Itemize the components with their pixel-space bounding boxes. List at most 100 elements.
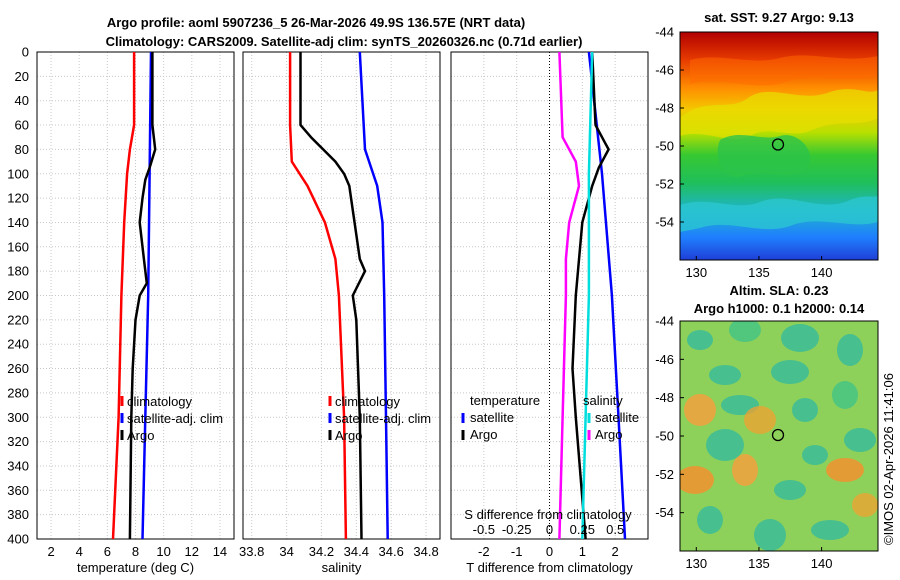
x-tick-label: 2 (47, 544, 54, 559)
map-y-tick-label: -50 (655, 429, 674, 444)
sst-map-green-tongue (717, 134, 811, 178)
map-y-tick-label: -48 (655, 101, 674, 116)
x-tick-label: 34.8 (413, 544, 438, 559)
series-line-salinity-satellite (581, 51, 594, 540)
legend-label: Argo (335, 428, 362, 443)
map-y-tick-label: -54 (655, 505, 674, 520)
legend-label: Argo (470, 427, 497, 442)
y-tick-label: 80 (15, 142, 29, 157)
x-tick-label: 33.8 (239, 544, 264, 559)
sla-map-title: Altim. SLA: 0.23 (730, 283, 829, 298)
x-tick-label: -1 (511, 544, 523, 559)
salinity-panel: 33.8 34 34.2 34.4 34.6 34.8 salinity climatolog… (239, 51, 441, 575)
y-tick-label: 180 (7, 264, 29, 279)
sla-eddy (832, 381, 858, 409)
sla-eddy (744, 406, 776, 434)
secondary-axis-label: S difference from climatology (464, 507, 632, 522)
x-axis-label: salinity (322, 560, 362, 575)
map-y-tick-label: -54 (655, 215, 674, 230)
series-line-climatology (111, 52, 136, 540)
y-tick-label: 40 (15, 93, 29, 108)
sla-eddy (729, 321, 761, 342)
y-tick-label: 100 (7, 166, 29, 181)
map-x-tick-label: 135 (748, 265, 770, 280)
sst-map-axes: -44 -46 -48 -50 -52 -54 130 135 140 (655, 25, 832, 281)
x-tick-label: 14 (213, 544, 227, 559)
sst-map-cyan-front (680, 196, 878, 232)
map-y-tick-label: -44 (655, 25, 674, 40)
y-tick-label: 140 (7, 215, 29, 230)
y-tick-label: 260 (7, 361, 29, 376)
x-tick-label: 0 (546, 544, 553, 559)
series-line-temperature-satellite (587, 51, 627, 540)
x-tick-label: 34.2 (309, 544, 334, 559)
y-tick-label: 360 (7, 483, 29, 498)
sla-eddy (732, 454, 758, 486)
secondary-tick-label: -0.5 (473, 522, 495, 537)
sla-eddy (754, 519, 786, 551)
x-tick-label: 1 (579, 544, 586, 559)
legend-heading-salinity: salinity (583, 393, 623, 408)
sla-eddy (709, 365, 741, 385)
legend-label: Argo (127, 428, 154, 443)
secondary-tick-label: 0.5 (606, 522, 624, 537)
x-tick-label: 12 (185, 544, 199, 559)
y-tick-label: 280 (7, 385, 29, 400)
x-tick-label: 4 (76, 544, 83, 559)
map-y-tick-label: -44 (655, 314, 674, 329)
sla-eddy (706, 429, 744, 461)
sla-eddy (697, 506, 723, 534)
sla-map-image (680, 321, 878, 551)
legend-label: satellite (470, 410, 514, 425)
map-y-tick-label: -50 (655, 139, 674, 154)
axes-frame (242, 51, 441, 540)
y-tick-label: 200 (7, 288, 29, 303)
y-tick-label: 60 (15, 118, 29, 133)
y-tick-label: 300 (7, 410, 29, 425)
legend-label: satellite-adj. clim (127, 411, 223, 426)
y-tick-label: 380 (7, 507, 29, 522)
series-line-argo (128, 52, 157, 540)
sst-argo-location-marker (771, 138, 785, 151)
series-line-climatology (288, 52, 348, 540)
x-tick-label: -2 (478, 544, 490, 559)
sla-eddy (852, 493, 878, 517)
legend-heading-temperature: temperature (470, 393, 540, 408)
y-tick-label: 120 (7, 191, 29, 206)
x-tick-label: 8 (132, 544, 139, 559)
map-x-tick-label: 140 (811, 556, 833, 571)
legend-label: satellite (595, 410, 639, 425)
sla-eddy (771, 360, 809, 384)
x-tick-label: 34.6 (379, 544, 404, 559)
secondary-tick-label: -0.25 (502, 522, 532, 537)
map-x-tick-label: 135 (748, 556, 770, 571)
legend-label: Argo (595, 427, 622, 442)
sst-map-title: sat. SST: 9.27 Argo: 9.13 (704, 10, 854, 25)
difference-panel: -2 -1 0 1 2T difference from climatology temp… (450, 51, 649, 575)
x-tick-label: 34.4 (344, 544, 369, 559)
y-tick-label: 0 (22, 45, 29, 60)
y-tick-label: 400 (7, 532, 29, 547)
x-tick-label: 2 (612, 544, 619, 559)
secondary-tick-label: 0.25 (570, 522, 595, 537)
sla-eddy (684, 394, 716, 426)
secondary-tick-label: 0 (546, 522, 553, 537)
x-tick-label: 34 (279, 544, 293, 559)
sst-map-yellow-front (680, 89, 878, 140)
axes-frame (36, 51, 235, 540)
series-line-temperature-argo (571, 51, 610, 540)
sla-eddy (687, 330, 713, 350)
legend-label: climatology (127, 394, 193, 409)
sla-eddy (781, 324, 819, 352)
y-tick-label: 160 (7, 239, 29, 254)
x-axis-label: temperature (deg C) (77, 560, 194, 575)
sla-eddy (844, 428, 876, 452)
legend-label: satellite-adj. clim (335, 411, 431, 426)
series-line-argo (299, 52, 367, 540)
temperature-panel: 0 20 40 60 80 100 120 140 160 180 200 220 240 260 280 3… (7, 45, 235, 575)
y-tick-label: 320 (7, 434, 29, 449)
figure-title-line1: Argo profile: aoml 5907236_5 26-Mar-2026… (107, 15, 525, 30)
sla-eddy (680, 466, 714, 494)
map-y-tick-label: -52 (655, 177, 674, 192)
